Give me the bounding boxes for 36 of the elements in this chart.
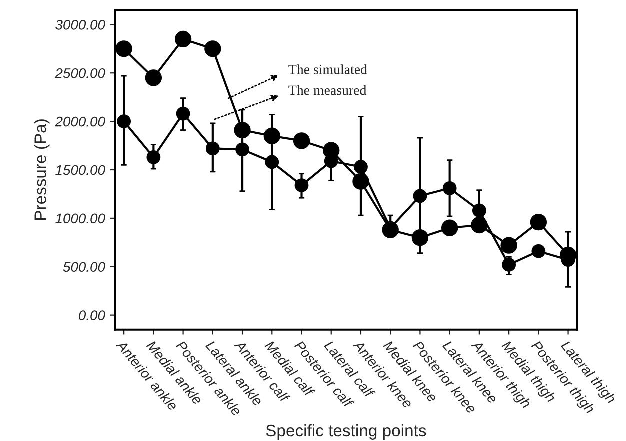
- annotation: The measured: [288, 85, 367, 96]
- y-tick-label: 2500.00: [55, 68, 106, 78]
- point: [206, 142, 220, 156]
- point: [234, 122, 251, 139]
- y-tick-label: 0.00: [79, 310, 106, 321]
- point: [412, 229, 429, 246]
- y-tick-label: 500.00: [63, 262, 106, 272]
- y-tick-label: 1000.00: [56, 214, 106, 224]
- point: [293, 132, 310, 150]
- point: [146, 150, 161, 164]
- y-tick-label: 1500.00: [56, 165, 106, 176]
- point: [532, 244, 546, 258]
- point: [502, 258, 516, 272]
- point: [472, 204, 486, 218]
- point: [413, 189, 428, 204]
- point: [471, 216, 488, 234]
- y-tick-label: 3000.00: [56, 20, 106, 30]
- x-axis-title: Specific testing points: [266, 424, 426, 440]
- point: [204, 40, 222, 58]
- point: [145, 70, 162, 86]
- y-axis-title: Pressure (Pa): [34, 120, 50, 220]
- point: [116, 40, 132, 58]
- point: [442, 181, 457, 196]
- point: [294, 178, 309, 192]
- point: [354, 160, 368, 174]
- point: [265, 155, 280, 170]
- point: [236, 142, 250, 157]
- annotation: The simulated: [288, 64, 368, 74]
- point: [176, 106, 190, 121]
- y-tick-label: 2000.00: [55, 116, 106, 127]
- point: [264, 128, 280, 144]
- point: [117, 114, 132, 129]
- point: [500, 237, 518, 254]
- point: [530, 214, 548, 231]
- point: [441, 220, 458, 236]
- point: [174, 30, 192, 48]
